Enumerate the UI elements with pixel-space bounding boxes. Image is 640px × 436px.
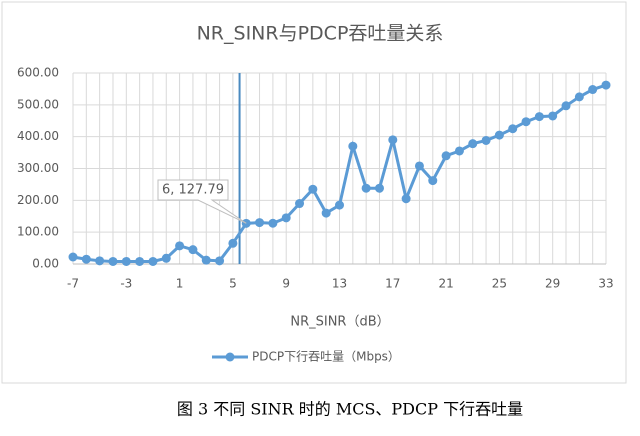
data-point — [95, 256, 105, 266]
data-point — [574, 92, 584, 102]
data-point — [108, 256, 118, 266]
data-point — [135, 256, 145, 266]
data-point — [81, 254, 91, 264]
annotation-callout — [157, 179, 247, 224]
x-axis-label: NR_SINR（dB） — [290, 315, 389, 330]
data-point — [68, 252, 78, 262]
y-tick-label: 600.00 — [17, 66, 59, 80]
x-tick-label: -3 — [120, 277, 132, 291]
data-point — [348, 141, 358, 151]
data-point — [534, 112, 544, 122]
x-tick-label: 29 — [545, 277, 560, 291]
x-tick-label: 1 — [176, 277, 184, 291]
x-tick-label: 9 — [282, 277, 290, 291]
data-point — [441, 151, 451, 161]
data-point — [201, 255, 211, 265]
data-point — [175, 241, 185, 251]
x-tick-label: 5 — [229, 277, 237, 291]
x-tick-label: 33 — [598, 277, 613, 291]
data-point — [508, 124, 518, 134]
x-tick-label: 13 — [332, 277, 347, 291]
y-tick-label: 100.00 — [17, 225, 59, 239]
data-point — [361, 183, 371, 193]
chart-title: NR_SINR与PDCP吞吐量关系 — [197, 23, 444, 45]
data-point — [414, 161, 424, 171]
x-tick-label: -7 — [67, 277, 79, 291]
data-point — [521, 117, 531, 127]
data-point — [494, 130, 504, 140]
data-point — [374, 183, 384, 193]
data-point — [295, 199, 305, 209]
data-point — [188, 245, 198, 255]
data-point — [255, 218, 265, 228]
legend-label: PDCP下行吞吐量（Mbps） — [252, 350, 400, 364]
y-tick-label: 300.00 — [17, 161, 59, 175]
data-point — [161, 253, 171, 263]
y-tick-label: 200.00 — [17, 193, 59, 207]
data-point — [321, 208, 331, 218]
y-tick-label: 0.00 — [32, 257, 59, 271]
data-point — [428, 176, 438, 186]
annotation: 6, 127.79 — [162, 183, 224, 198]
data-point — [561, 101, 571, 111]
data-point — [281, 213, 291, 223]
data-point — [388, 135, 398, 145]
data-point — [601, 80, 611, 90]
data-point — [588, 85, 598, 95]
caption: 图 3 不同 SINR 时的 MCS、PDCP 下行吞吐量 — [177, 400, 523, 419]
x-tick-label: 21 — [438, 277, 453, 291]
data-point — [468, 139, 478, 149]
data-point — [121, 256, 131, 266]
y-tick-label: 400.00 — [17, 129, 59, 143]
data-point — [481, 135, 491, 145]
data-point — [148, 256, 158, 266]
x-tick-label: 25 — [492, 277, 507, 291]
x-tick-label: 17 — [385, 277, 400, 291]
data-point — [308, 184, 318, 194]
data-point — [335, 200, 344, 210]
data-point — [268, 218, 278, 228]
data-point — [548, 111, 558, 121]
data-point — [454, 146, 464, 156]
data-point — [228, 238, 238, 248]
legend-marker — [225, 352, 235, 362]
y-tick-label: 500.00 — [17, 97, 59, 111]
data-point — [401, 194, 411, 204]
data-point — [215, 256, 225, 266]
